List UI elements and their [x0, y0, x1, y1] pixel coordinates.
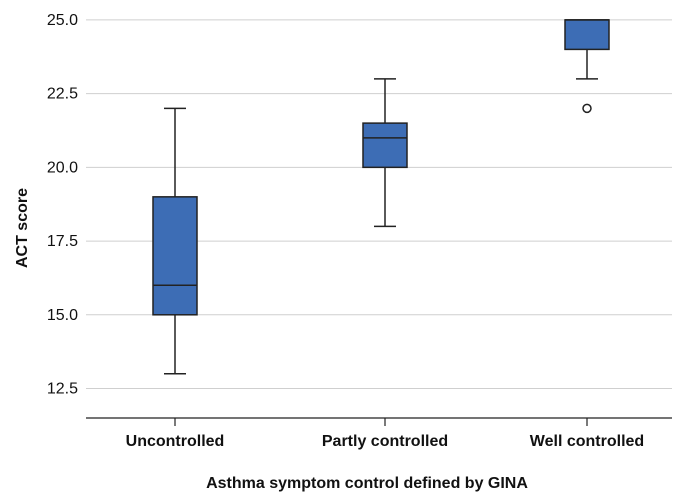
box-well-controlled — [564, 19, 610, 114]
box-uncontrolled — [152, 107, 198, 375]
y-tick-label: 12.5 — [47, 381, 78, 398]
y-tick-label: 17.5 — [47, 233, 78, 250]
x-tick-label: Uncontrolled — [126, 433, 225, 450]
y-tick-label: 22.5 — [47, 86, 78, 103]
box-partly-controlled — [362, 78, 408, 228]
y-tick-label: 15.0 — [47, 307, 78, 324]
x-tick-label: Well controlled — [530, 433, 644, 450]
y-axis-title: ACT score — [14, 188, 31, 268]
iqr-box — [564, 19, 610, 51]
y-tick-label: 25.0 — [47, 12, 78, 29]
x-axis-title: Asthma symptom control defined by GINA — [206, 475, 528, 492]
x-ticks: Uncontrolled Partly controlled Well contro… — [126, 418, 644, 450]
y-tick-labels: 12.5 15.0 17.5 20.0 22.5 25.0 — [47, 12, 78, 398]
y-tick-label: 20.0 — [47, 159, 78, 176]
iqr-box — [362, 122, 408, 169]
boxes — [152, 19, 610, 375]
x-tick-label: Partly controlled — [322, 433, 448, 450]
iqr-box — [152, 196, 198, 316]
outlier-point — [582, 103, 592, 114]
